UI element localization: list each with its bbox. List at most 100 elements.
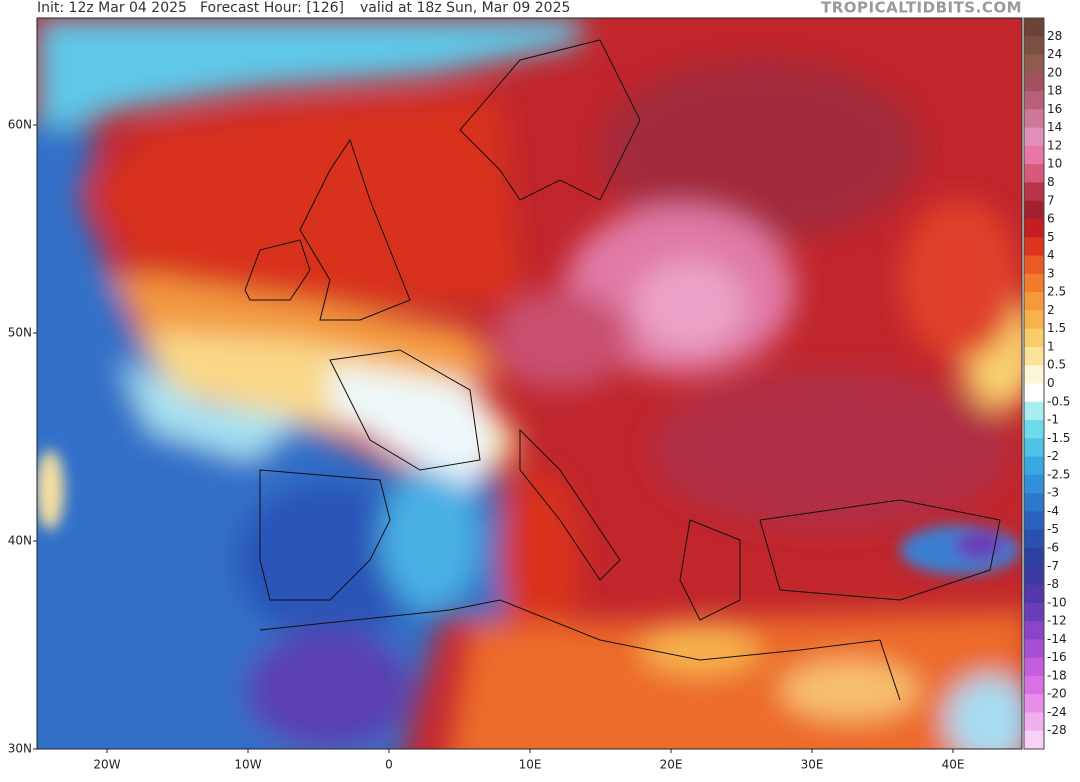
colorbar-label: -1.5 <box>1047 431 1070 445</box>
colorbar-label: -6 <box>1047 540 1059 554</box>
colorbar-swatch <box>1024 730 1044 750</box>
init-time: Init: 12z Mar 04 2025 <box>37 0 187 16</box>
coastlines <box>244 39 1001 701</box>
colorbar-swatch <box>1024 547 1044 567</box>
colorbar-swatch <box>1024 182 1044 202</box>
valid-time: valid at 18z Sun, Mar 09 2025 <box>360 0 570 16</box>
colorbar-swatch <box>1024 511 1044 531</box>
colorbar-swatch <box>1024 456 1044 476</box>
colorbar-swatch <box>1024 365 1044 384</box>
colorbar-label: 3 <box>1047 266 1055 280</box>
lon-label: 20W <box>93 758 120 772</box>
watermark: TROPICALTIDBITS.COM <box>821 0 1022 17</box>
colorbar-swatch <box>1024 255 1044 275</box>
colorbar-label: 5 <box>1047 230 1055 244</box>
colorbar-label: -3 <box>1047 486 1059 500</box>
lon-label: 40E <box>942 758 965 772</box>
colorbar-label: -1 <box>1047 413 1059 427</box>
colorbar-label: 12 <box>1047 138 1062 152</box>
colorbar-label: -16 <box>1047 650 1067 664</box>
colorbar-swatch <box>1024 273 1044 293</box>
colorbar-swatch <box>1024 694 1044 713</box>
colorbar-label: 2 <box>1047 303 1055 317</box>
colorbar-swatch <box>1024 109 1044 129</box>
colorbar-swatch <box>1024 383 1044 403</box>
colorbar-swatch <box>1024 164 1044 183</box>
colorbar-label: 14 <box>1047 120 1062 134</box>
colorbar-swatch <box>1024 54 1044 74</box>
colorbar-swatch <box>1024 145 1044 165</box>
colorbar-swatch <box>1024 219 1044 238</box>
colorbar-label: -10 <box>1047 595 1067 609</box>
colorbar-swatch <box>1024 72 1044 92</box>
colorbar-label: -7 <box>1047 559 1059 573</box>
lon-label: 10W <box>234 758 261 772</box>
lat-label: 50N <box>8 326 32 340</box>
colorbar-label: 1.5 <box>1047 321 1066 335</box>
colorbar-swatch <box>1024 602 1044 622</box>
colorbar-swatch <box>1024 127 1044 147</box>
colorbar-label: -12 <box>1047 614 1067 628</box>
lat-label: 60N <box>8 118 32 132</box>
colorbar-label: 0 <box>1047 376 1055 390</box>
colorbar-swatch <box>1024 639 1044 659</box>
colorbar-swatch <box>1024 401 1044 421</box>
colorbar-swatch <box>1024 712 1044 732</box>
colorbar-label: -20 <box>1047 687 1067 701</box>
lon-label: 10E <box>519 758 542 772</box>
colorbar-label: 10 <box>1047 157 1062 171</box>
colorbar-label: 1 <box>1047 339 1055 353</box>
colorbar-label: -28 <box>1047 723 1067 737</box>
colorbar-swatch <box>1024 237 1044 257</box>
lon-label: 0 <box>385 758 393 772</box>
colorbar-swatch <box>1024 420 1044 439</box>
colorbar-swatch <box>1024 438 1044 458</box>
colorbar-label: -8 <box>1047 577 1059 591</box>
lat-label: 30N <box>8 742 32 756</box>
colorbar-swatch <box>1024 346 1044 366</box>
colorbar-swatch <box>1024 584 1044 604</box>
colorbar-swatch <box>1024 621 1044 640</box>
colorbar-label: 18 <box>1047 84 1062 98</box>
lat-label: 40N <box>8 534 32 548</box>
colorbar-swatch <box>1024 675 1044 695</box>
colorbar-swatch <box>1024 657 1044 677</box>
colorbar-label: -2.5 <box>1047 467 1070 481</box>
colorbar-label: 20 <box>1047 65 1062 79</box>
colorbar-swatch <box>1024 200 1044 220</box>
colorbar-label: -2 <box>1047 449 1059 463</box>
colorbar-frame <box>1023 17 1045 750</box>
colorbar-swatch <box>1024 493 1044 512</box>
colorbar-label: 2.5 <box>1047 285 1066 299</box>
colorbar-swatch <box>1024 36 1044 56</box>
forecast-hour: Forecast Hour: [126] <box>200 0 344 16</box>
colorbar-swatch <box>1024 566 1044 586</box>
colorbar-label: -0.5 <box>1047 394 1070 408</box>
colorbar-swatch <box>1024 292 1044 311</box>
colorbar-label: -5 <box>1047 522 1059 536</box>
colorbar-label: -4 <box>1047 504 1059 518</box>
lon-label: 30E <box>801 758 824 772</box>
colorbar-label: 8 <box>1047 175 1055 189</box>
lon-label: 20E <box>660 758 683 772</box>
colorbar-label: -14 <box>1047 632 1067 646</box>
colorbar-label: -24 <box>1047 705 1067 719</box>
colorbar-label: 24 <box>1047 47 1062 61</box>
colorbar-label: 4 <box>1047 248 1055 262</box>
colorbar: 28 24 20 18 16 14 12 10 8 7 6 5 4 3 2.5 2 1.5 1 0.5 0 -0.5 -1… <box>1023 17 1070 750</box>
colorbar-label: 28 <box>1047 29 1062 43</box>
colorbar-label: 6 <box>1047 212 1055 226</box>
colorbar-label: 16 <box>1047 102 1062 116</box>
colorbar-swatch <box>1024 310 1044 330</box>
anomaly-field <box>37 18 1022 749</box>
colorbar-label: -18 <box>1047 668 1067 682</box>
colorbar-label: 7 <box>1047 193 1055 207</box>
colorbar-swatch <box>1024 91 1044 110</box>
colorbar-swatch <box>1024 328 1044 348</box>
colorbar-swatch <box>1024 529 1044 549</box>
colorbar-swatch <box>1024 18 1044 37</box>
colorbar-label: 0.5 <box>1047 358 1066 372</box>
colorbar-swatch <box>1024 474 1044 494</box>
